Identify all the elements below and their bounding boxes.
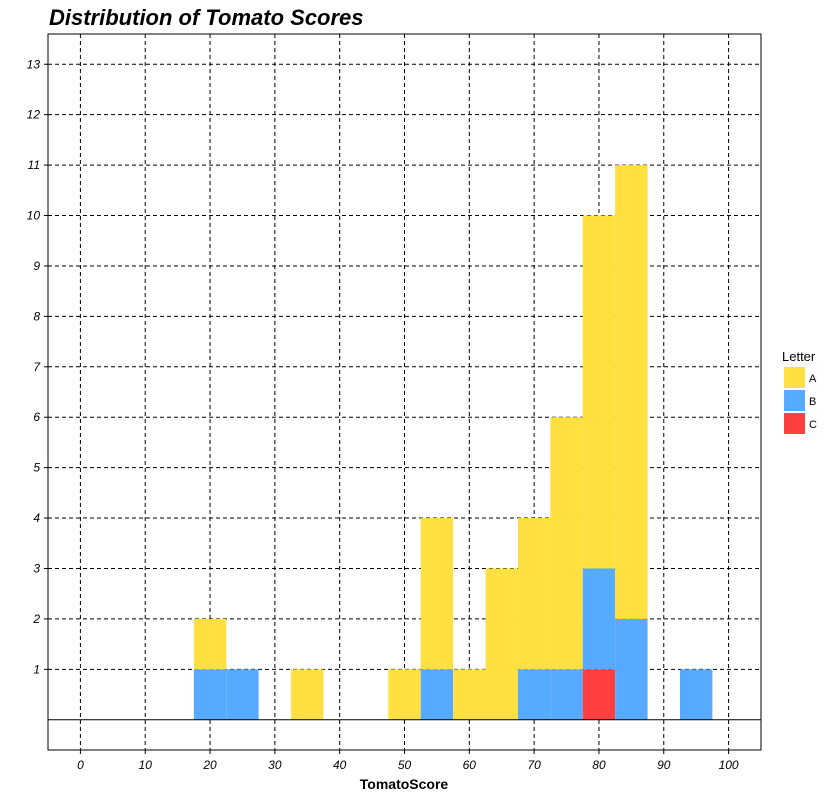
x-tick-label: 60 <box>463 758 477 772</box>
y-tick-label: 12 <box>27 108 41 122</box>
x-tick-label: 70 <box>527 758 541 772</box>
y-tick-label: 6 <box>33 410 40 424</box>
bar-b <box>550 669 583 720</box>
legend-label-a: A <box>809 373 817 385</box>
bar-b <box>679 669 713 720</box>
x-tick-label: 10 <box>139 758 153 772</box>
legend-swatch-a <box>784 367 805 388</box>
bar-a <box>517 518 551 670</box>
bar-a <box>615 165 648 619</box>
x-tick-label: 90 <box>657 758 671 772</box>
legend-swatch-c <box>784 413 805 434</box>
y-tick-label: 2 <box>32 612 40 626</box>
y-tick-label: 7 <box>33 360 41 374</box>
x-tick-label: 80 <box>592 758 606 772</box>
bar-a <box>291 669 324 720</box>
legend-title: Letter <box>782 349 816 364</box>
x-tick-label: 20 <box>202 758 217 772</box>
bar-b <box>582 568 616 670</box>
x-tick-label: 50 <box>398 758 412 772</box>
bar-a <box>420 518 454 670</box>
chart-title: Distribution of Tomato Scores <box>49 5 364 30</box>
bar-b <box>226 669 259 720</box>
plot-border <box>47 33 762 751</box>
legend-label-c: C <box>809 419 817 431</box>
x-tick-label: 30 <box>268 758 282 772</box>
y-tick-label: 4 <box>33 511 40 525</box>
y-tick-label: 8 <box>33 309 40 323</box>
bar-b <box>615 618 648 720</box>
bar-b <box>420 669 454 720</box>
bar-c <box>582 669 616 720</box>
legend: Letter ABC <box>782 349 817 434</box>
y-tick-label: 10 <box>27 209 41 223</box>
bar-a <box>550 417 583 670</box>
x-tick-label: 100 <box>719 758 739 772</box>
legend-label-b: B <box>809 396 816 408</box>
bars <box>193 165 713 720</box>
bar-b <box>517 669 551 720</box>
y-tick-label: 3 <box>33 561 40 575</box>
y-tick-label: 5 <box>33 461 40 475</box>
bar-a <box>193 618 227 670</box>
y-tick-label: 11 <box>28 158 40 172</box>
y-tick-label: 1 <box>33 662 40 676</box>
x-tick-label: 0 <box>77 758 84 772</box>
y-tick-label: 9 <box>33 259 40 273</box>
x-tick-label: 40 <box>333 758 347 772</box>
bar-b <box>193 669 227 720</box>
x-axis-label: TomatoScore <box>360 776 449 792</box>
y-tick-label: 13 <box>27 57 41 71</box>
legend-swatch-b <box>784 390 805 411</box>
bar-a <box>582 215 616 569</box>
grid-lines <box>48 34 761 750</box>
bar-a <box>453 669 486 720</box>
bar-a <box>485 568 518 720</box>
bar-a <box>388 669 421 720</box>
